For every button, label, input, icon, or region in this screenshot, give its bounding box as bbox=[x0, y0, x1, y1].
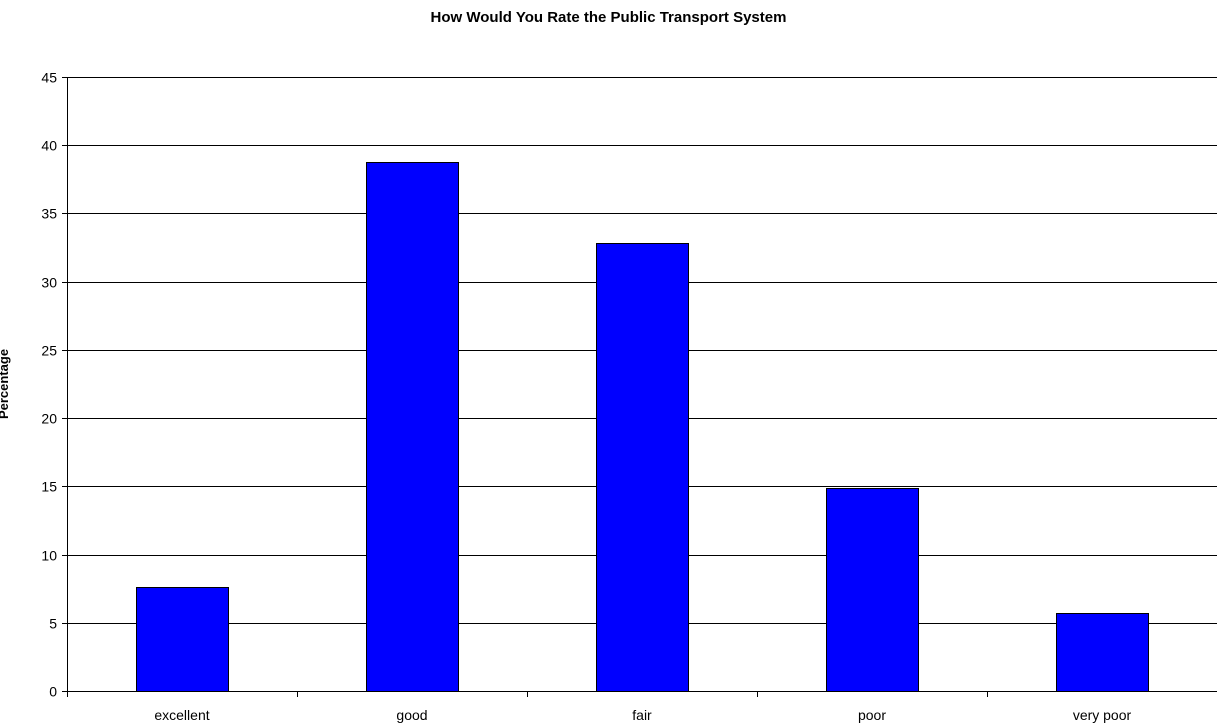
x-tick-label: poor bbox=[858, 707, 886, 723]
y-tick-label: 45 bbox=[41, 70, 57, 86]
x-tick-label: good bbox=[396, 707, 427, 723]
y-tick-label: 20 bbox=[41, 411, 57, 427]
y-tick-label: 10 bbox=[41, 548, 57, 564]
y-tick-label: 0 bbox=[49, 684, 57, 700]
bar-poor bbox=[826, 488, 919, 692]
bar-excellent bbox=[136, 587, 229, 692]
y-tick-label: 40 bbox=[41, 138, 57, 154]
bars bbox=[136, 162, 1149, 692]
y-tick-label: 30 bbox=[41, 275, 57, 291]
y-tick-label: 25 bbox=[41, 343, 57, 359]
bar-fair bbox=[596, 243, 689, 692]
chart-title: How Would You Rate the Public Transport … bbox=[430, 9, 787, 26]
axes bbox=[62, 77, 1217, 697]
y-tick-label: 15 bbox=[41, 479, 57, 495]
y-tick-labels: 0 5 10 15 20 25 30 35 40 45 bbox=[41, 70, 57, 700]
y-tick-label: 35 bbox=[41, 206, 57, 222]
x-tick-label: fair bbox=[632, 707, 652, 723]
y-tick-label: 5 bbox=[49, 616, 57, 632]
x-tick-label: very poor bbox=[1073, 707, 1132, 723]
x-tick-label: excellent bbox=[154, 707, 209, 723]
x-tick-labels: excellent good fair poor very poor bbox=[154, 707, 1131, 723]
bar-very-poor bbox=[1056, 613, 1149, 692]
bar-good bbox=[366, 162, 459, 692]
